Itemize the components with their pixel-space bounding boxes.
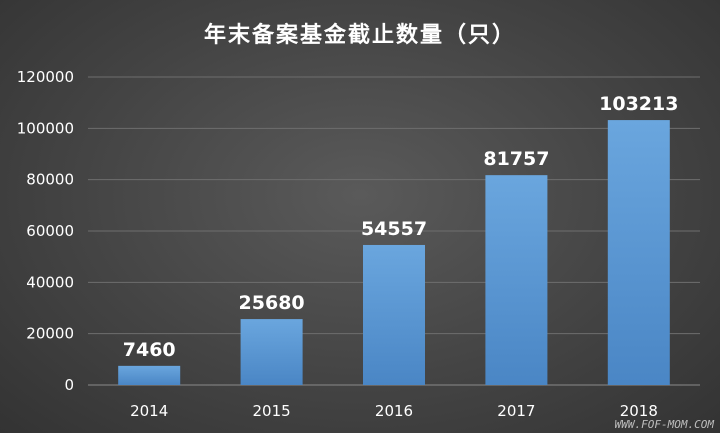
chart-title: 年末备案基金截止数量（只） — [204, 22, 516, 48]
y-tick-label: 20000 — [26, 325, 74, 343]
y-tick-label: 40000 — [26, 273, 74, 291]
data-label-2018: 103213 — [599, 93, 678, 115]
data-label-2015: 25680 — [239, 292, 305, 314]
y-axis-ticks: 0 20000 40000 60000 80000 100000 120000 — [17, 68, 74, 394]
y-tick-label: 100000 — [17, 119, 74, 137]
bar-2017 — [485, 175, 548, 385]
y-tick-label: 80000 — [26, 171, 74, 189]
x-tick-label: 2015 — [253, 402, 291, 420]
bar-2016 — [363, 244, 425, 385]
data-label-2017: 81757 — [483, 148, 549, 170]
data-label-2016: 54557 — [361, 218, 427, 240]
watermark-text: WWW.FOF-MOM.COM — [615, 418, 715, 431]
x-tick-label: 2014 — [130, 402, 168, 420]
x-tick-label: 2017 — [497, 402, 535, 420]
data-labels: 7460 25680 54557 81757 103213 — [123, 93, 679, 361]
bars — [118, 120, 670, 385]
x-tick-label: 2018 — [620, 402, 658, 420]
data-label-2014: 7460 — [123, 339, 176, 361]
y-tick-label: 0 — [64, 376, 74, 394]
bar-2014 — [118, 365, 181, 385]
y-tick-label: 120000 — [17, 68, 74, 86]
y-tick-label: 60000 — [26, 222, 74, 240]
x-axis-ticks: 2014 2015 2016 2017 2018 — [130, 402, 658, 420]
x-tick-label: 2016 — [375, 402, 413, 420]
bar-2018 — [607, 120, 670, 385]
bar-2015 — [240, 319, 303, 385]
